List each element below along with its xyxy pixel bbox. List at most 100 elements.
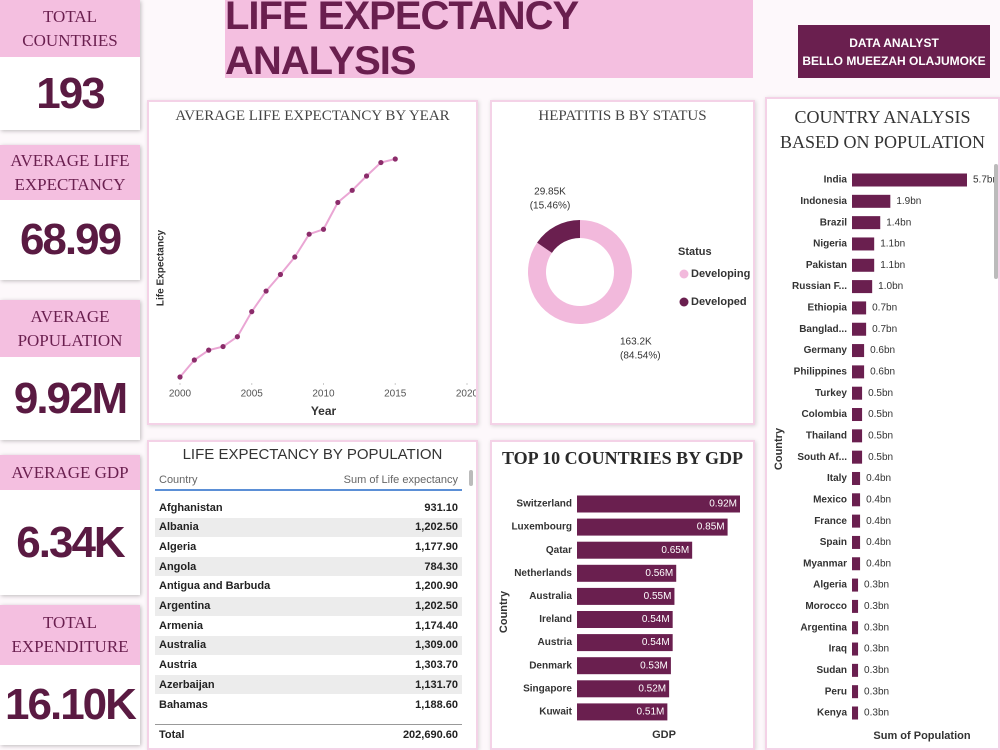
x-tick-label: 2000 xyxy=(169,389,192,400)
author-box: DATA ANALYST BELLO MUEEZAH OLAJUMOKE xyxy=(798,25,990,78)
percent-label: (15.46%) xyxy=(530,201,571,212)
category-label: India xyxy=(824,175,848,186)
line-marker xyxy=(378,159,384,166)
table-cell: 1,174.40 xyxy=(415,619,458,632)
kpi-value: 68.99 xyxy=(19,215,122,264)
category-label: Qatar xyxy=(546,545,572,556)
bar xyxy=(852,194,891,208)
table-cell: Albania xyxy=(159,521,199,534)
category-label: Nigeria xyxy=(813,239,847,250)
value-label: 0.3bn xyxy=(864,622,889,633)
bar xyxy=(577,634,673,652)
value-label: 0.4bn xyxy=(866,494,891,505)
bar xyxy=(577,611,673,628)
table-cell: Australia xyxy=(159,639,207,652)
line-marker xyxy=(249,309,255,315)
x-axis-label: Year xyxy=(311,404,337,418)
line-marker xyxy=(392,156,398,162)
category-label: Peru xyxy=(825,686,847,697)
line-marker xyxy=(320,226,327,232)
value-label: 1.4bn xyxy=(886,217,911,228)
line-marker xyxy=(306,231,312,237)
bar xyxy=(852,365,865,379)
category-label: Sudan xyxy=(816,665,847,676)
legend-label: Developing xyxy=(691,268,750,280)
legend-marker xyxy=(679,297,689,307)
bar xyxy=(852,237,875,251)
table-cell: Bahamas xyxy=(159,698,208,711)
bar xyxy=(852,258,875,272)
value-label: 0.7bn xyxy=(872,303,897,314)
value-label: 0.5bn xyxy=(868,388,893,399)
donut-segment xyxy=(528,220,632,324)
y-axis-label: Country xyxy=(498,590,510,633)
kpi-card: TOTAL COUNTRIES 193 xyxy=(0,0,140,130)
category-label: Myanmar xyxy=(803,558,847,569)
category-label: Banglad... xyxy=(799,324,847,335)
value-label: 0.3bn xyxy=(864,708,889,719)
table-header: Country Sum of Life expectancy xyxy=(155,470,462,491)
bar xyxy=(852,280,873,294)
kpi-value: 193 xyxy=(36,68,105,118)
category-label: France xyxy=(814,516,847,527)
value-label: 0.5bn xyxy=(868,452,893,463)
value-label: 0.5bn xyxy=(868,409,893,420)
category-label: Morocco xyxy=(805,601,847,612)
value-label: 0.3bn xyxy=(864,580,889,591)
bar xyxy=(852,429,863,443)
value-label: 0.4bn xyxy=(866,516,891,527)
category-label: Mexico xyxy=(813,494,847,505)
table-row: Angola 784.30 xyxy=(155,557,462,577)
line-marker xyxy=(349,187,355,193)
y-axis-label: Life Expectancy xyxy=(156,229,167,306)
line-marker xyxy=(335,199,341,206)
value-label: 1.9bn xyxy=(896,196,921,207)
value-label: 5.7bn xyxy=(973,175,998,186)
value-label: 0.4bn xyxy=(866,473,891,484)
value-label: 0.92M xyxy=(709,499,737,510)
value-label: 29.85K xyxy=(534,187,566,198)
value-label: 0.52M xyxy=(638,683,666,694)
bar xyxy=(577,495,740,513)
kpi-label: AVERAGE LIFE EXPECTANCY xyxy=(0,145,140,200)
table-title: LIFE EXPECTANCY BY POPULATION xyxy=(182,446,443,463)
table-cell: 1,202.50 xyxy=(415,521,458,534)
category-label: Algeria xyxy=(813,580,847,591)
value-label: 0.55M xyxy=(644,591,672,602)
bar xyxy=(852,216,881,230)
bar xyxy=(852,514,861,528)
line-marker xyxy=(263,288,269,294)
bar xyxy=(852,471,861,485)
bar xyxy=(852,301,867,315)
value-label: 0.56M xyxy=(645,568,673,579)
category-label: Kenya xyxy=(817,708,847,719)
value-label: 1.0bn xyxy=(878,281,903,292)
table-cell: Antigua and Barbuda xyxy=(159,580,271,593)
x-axis-label: GDP xyxy=(652,729,676,741)
table-row: Antigua and Barbuda 1,200.90 xyxy=(155,576,462,596)
category-label: Pakistan xyxy=(806,260,847,271)
line-marker xyxy=(277,271,284,278)
value-label: 0.3bn xyxy=(864,686,889,697)
category-label: South Af... xyxy=(797,452,847,463)
chart-panel: 163.2K (84.54%) Developing 29.85K (15.46%) De… xyxy=(490,100,755,425)
value-label: 0.54M xyxy=(642,614,670,625)
category-label: Colombia xyxy=(801,409,847,420)
table-cell: 1,131.70 xyxy=(415,678,458,691)
category-label: Turkey xyxy=(815,388,847,399)
bar xyxy=(577,541,693,559)
line-marker xyxy=(292,254,298,260)
category-label: Ireland xyxy=(539,614,572,625)
table-cell: 1,202.50 xyxy=(415,600,458,612)
value-label: 0.53M xyxy=(640,660,668,671)
table-row: Algeria 1,177.90 xyxy=(155,537,462,557)
total-cell: 202,690.60 xyxy=(402,728,458,741)
value-label: 0.51M xyxy=(637,707,665,718)
category-label: Switzerland xyxy=(516,499,572,510)
category-label: Australia xyxy=(529,591,572,602)
line-marker xyxy=(206,347,212,353)
bar xyxy=(577,657,671,675)
bar xyxy=(577,564,677,582)
bar xyxy=(852,642,859,656)
